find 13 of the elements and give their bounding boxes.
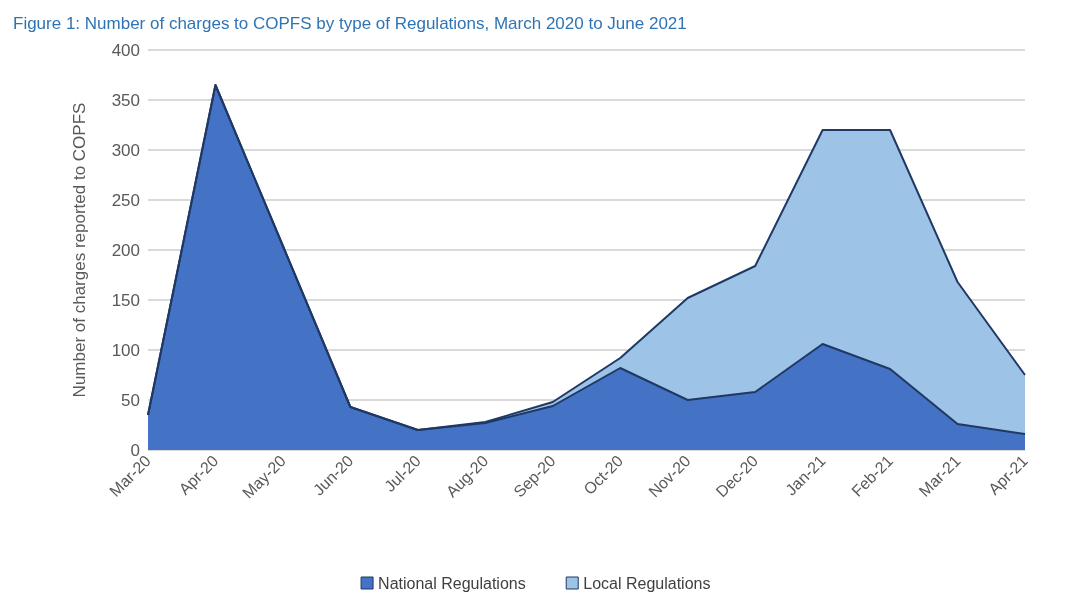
y-tick-label: 100 [111, 340, 140, 360]
legend-label: Local Regulations [583, 574, 711, 592]
y-tick-label: 150 [111, 290, 140, 310]
y-tick-label: 400 [111, 40, 140, 60]
y-tick-label: 200 [111, 240, 140, 260]
y-axis-title: Number of charges reported to COPFS [70, 102, 89, 398]
y-tick-label: 250 [111, 190, 140, 210]
y-tick-label: 300 [111, 140, 140, 160]
y-tick-label: 0 [130, 440, 140, 460]
y-tick-label: 50 [121, 390, 140, 410]
chart-title: Figure 1: Number of charges to COPFS by type of Regulations, March 2020 to June 2021 [13, 14, 687, 33]
y-tick-label: 350 [111, 90, 140, 110]
legend-label: National Regulations [378, 574, 526, 592]
